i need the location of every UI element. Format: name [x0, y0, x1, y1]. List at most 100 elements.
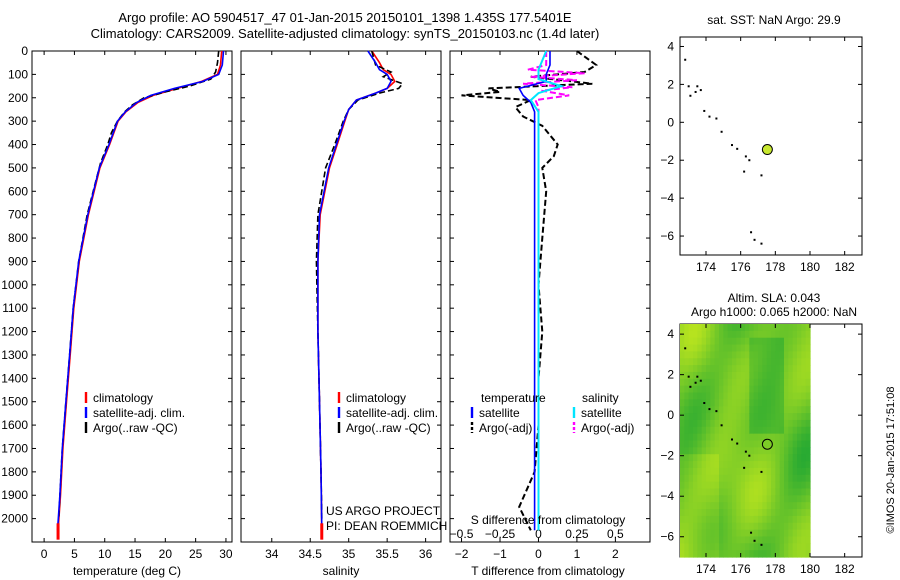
sla-cell — [771, 495, 776, 503]
sla-cell — [792, 358, 798, 366]
sla-cell — [719, 447, 724, 455]
sla-cell — [684, 365, 690, 373]
sla-cell — [680, 502, 685, 510]
sla-y-tick-label: 2 — [667, 368, 674, 382]
sla-cell — [710, 399, 716, 407]
sla-cell — [792, 481, 798, 490]
sla-cell — [749, 385, 755, 394]
sst-island — [736, 147, 739, 150]
sla-cell — [753, 461, 759, 469]
sla-cell — [779, 481, 785, 490]
sla-cell — [740, 529, 746, 538]
sla-cell — [792, 529, 798, 538]
sla-cell — [805, 399, 811, 407]
sla-cell — [727, 543, 733, 551]
sla-cell — [697, 413, 703, 421]
sla-cell — [723, 495, 729, 503]
sla-cell — [693, 522, 698, 531]
sla-cell — [680, 358, 685, 366]
sla-cell — [771, 536, 776, 544]
depth-tick-label: 1900 — [1, 488, 28, 502]
sla-cell — [688, 495, 694, 503]
sla-cell — [723, 406, 729, 414]
sla-cell — [736, 419, 742, 428]
sla-cell — [771, 550, 776, 558]
sla-cell — [697, 461, 703, 469]
sla-cell — [758, 502, 763, 510]
sla-cell — [727, 502, 733, 510]
sla-cell — [801, 502, 807, 510]
sla-cell — [736, 536, 742, 544]
sla-cell — [779, 433, 785, 442]
sla-cell — [771, 378, 776, 387]
sla-cell — [766, 426, 772, 435]
depth-tick-label: 500 — [8, 161, 28, 175]
sla-cell — [762, 365, 768, 373]
sla-cell — [779, 515, 785, 524]
sla-cell — [727, 550, 733, 558]
sla-cell — [684, 502, 690, 510]
sla-cell — [693, 330, 698, 339]
sst-y-tick-label: −4 — [660, 191, 674, 205]
sla-cell — [732, 413, 737, 421]
sla-cell — [788, 467, 794, 476]
sla-cell — [727, 365, 733, 373]
sst-y-tick-label: 2 — [667, 77, 674, 91]
sla-cell — [688, 406, 694, 414]
sla-cell — [701, 392, 707, 400]
sla-cell — [797, 474, 802, 483]
sst-x-tick-label: 180 — [800, 260, 820, 274]
sla-island — [689, 385, 692, 388]
sla-cell — [688, 419, 694, 428]
sla-cell — [701, 550, 707, 558]
sla-cell — [792, 385, 798, 394]
sla-cell — [797, 550, 802, 558]
sla-cell — [762, 440, 768, 448]
sla-cell — [784, 522, 789, 531]
sla-cell — [736, 385, 742, 394]
sla-cell — [762, 543, 768, 551]
sla-cell — [762, 351, 768, 359]
sla-cell — [710, 509, 716, 517]
sla-cell — [784, 529, 789, 538]
sst-island — [743, 170, 746, 173]
sla-cell — [719, 385, 724, 394]
x-tick-label: 34.5 — [299, 547, 323, 561]
sla-cell — [693, 502, 698, 510]
sla-cell — [684, 536, 690, 544]
sla-cell — [758, 365, 763, 373]
sla-cell — [758, 358, 763, 366]
sla-cell — [762, 324, 768, 332]
sla-cell — [684, 378, 690, 387]
sst-map-title: sat. SST: NaN Argo: 29.9 — [707, 13, 841, 27]
sla-island — [744, 450, 747, 453]
sla-cell — [753, 543, 759, 551]
sla-cell — [714, 385, 720, 394]
sla-cell — [766, 529, 772, 538]
sla-cell — [740, 454, 746, 462]
sla-cell — [762, 529, 768, 538]
sla-cell — [697, 426, 703, 435]
sla-cell — [758, 426, 763, 435]
sla-cell — [680, 536, 685, 544]
sla-cell — [749, 543, 755, 551]
sla-cell — [788, 543, 794, 551]
sla-cell — [805, 385, 811, 394]
sla-cell — [710, 344, 716, 353]
sla-cell — [697, 385, 703, 394]
sla-cell — [727, 529, 733, 538]
sla-cell — [740, 413, 746, 421]
sla-cell — [784, 344, 789, 353]
depth-tick-label: 900 — [8, 254, 28, 268]
sla-cell — [680, 378, 685, 387]
sla-cell — [784, 399, 789, 407]
sla-cell — [688, 543, 694, 551]
sla-cell — [753, 330, 759, 339]
sla-cell — [732, 371, 737, 380]
sla-cell — [766, 461, 772, 469]
header-line-1: Argo profile: AO 5904517_47 01-Jan-2015 … — [118, 10, 572, 25]
temp-diff-legend-title: temperature — [481, 391, 546, 405]
sla-cell — [684, 385, 690, 394]
sla-x-tick-label: 178 — [765, 562, 785, 576]
sla-cell — [714, 337, 720, 346]
